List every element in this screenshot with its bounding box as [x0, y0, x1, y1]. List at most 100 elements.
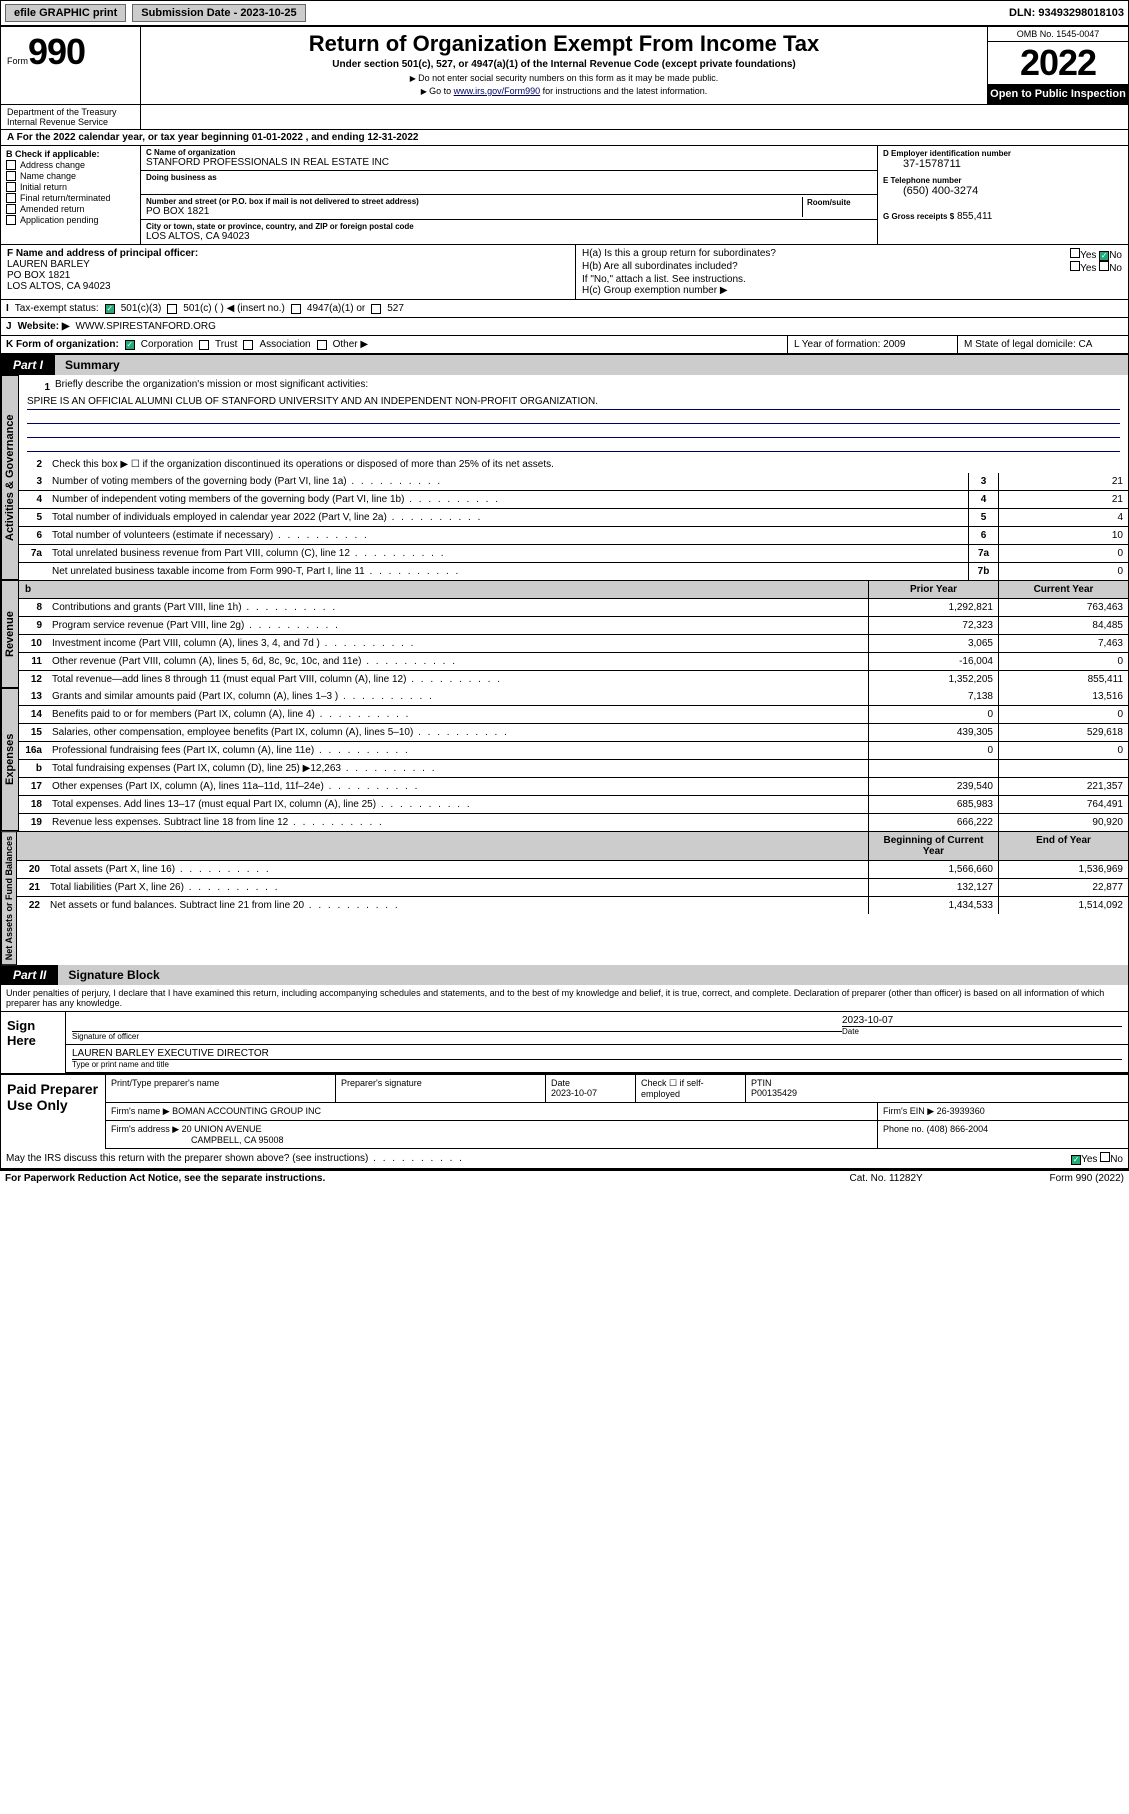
title-box: Return of Organization Exempt From Incom… [141, 27, 988, 104]
checkbox-checked[interactable]: ✓ [1071, 1155, 1081, 1165]
prior-val: 1,292,821 [868, 599, 998, 616]
q-text: Net unrelated business taxable income fr… [47, 563, 968, 580]
checkbox[interactable] [371, 304, 381, 314]
officer-addr2: LOS ALTOS, CA 94023 [7, 281, 569, 292]
checkbox[interactable] [1099, 261, 1109, 271]
checkbox[interactable] [6, 215, 16, 225]
checkbox[interactable] [1070, 261, 1080, 271]
checkbox[interactable] [167, 304, 177, 314]
opt-527: 527 [387, 303, 404, 314]
opt-assoc: Association [259, 339, 310, 350]
prior-year-header: Prior Year [868, 581, 998, 598]
checkbox[interactable] [1100, 1152, 1110, 1162]
q-text: Total unrelated business revenue from Pa… [47, 545, 968, 562]
checkbox[interactable] [6, 204, 16, 214]
form-prefix: Form [7, 56, 28, 66]
col-headers-net: Beginning of Current Year End of Year [17, 831, 1128, 861]
tax-year: 2022 [988, 42, 1128, 84]
q-text: Net assets or fund balances. Subtract li… [45, 897, 868, 914]
table-row: 5 Total number of individuals employed i… [19, 509, 1128, 527]
no-label: No [1109, 250, 1122, 261]
q-text: Professional fundraising fees (Part IX, … [47, 742, 868, 759]
q-text: Program service revenue (Part VIII, line… [47, 617, 868, 634]
street-label: Number and street (or P.O. box if mail i… [146, 197, 802, 206]
form-frame: Form990 Return of Organization Exempt Fr… [0, 26, 1129, 1169]
section-f: F Name and address of principal officer:… [1, 245, 576, 299]
opt-4947: 4947(a)(1) or [307, 303, 365, 314]
col-headers-rev: b Prior Year Current Year [19, 580, 1128, 599]
checkbox[interactable] [291, 304, 301, 314]
q-num: 13 [19, 688, 47, 705]
year-box: OMB No. 1545-0047 2022 Open to Public In… [988, 27, 1128, 104]
q-text: Total liabilities (Part X, line 26) [45, 879, 868, 896]
q-num: 17 [19, 778, 47, 795]
q-num: 7a [19, 545, 47, 562]
paid-preparer-block: Paid Preparer Use Only Print/Type prepar… [1, 1073, 1128, 1149]
q-val: 10 [998, 527, 1128, 544]
note2-post: for instructions and the latest informat… [540, 86, 707, 96]
form-note1: Do not enter social security numbers on … [149, 73, 979, 83]
prep-name-label: Print/Type preparer's name [106, 1075, 336, 1102]
section-c: C Name of organization STANFORD PROFESSI… [141, 146, 878, 244]
cur-val: 0 [998, 706, 1128, 723]
q-text: Total number of individuals employed in … [47, 509, 968, 526]
submission-date-button[interactable]: Submission Date - 2023-10-25 [132, 4, 305, 22]
section-i: I Tax-exempt status: ✓501(c)(3) 501(c) (… [1, 300, 1128, 318]
q-num: 10 [19, 635, 47, 652]
note2-pre: Go to [429, 86, 454, 96]
q-val: 0 [998, 545, 1128, 562]
q-text: Total revenue—add lines 8 through 11 (mu… [47, 671, 868, 688]
q-num [19, 563, 47, 580]
name-label: Type or print name and title [72, 1059, 1122, 1069]
q-text: Number of independent voting members of … [47, 491, 968, 508]
current-year-header: Current Year [998, 581, 1128, 598]
checkbox[interactable] [6, 160, 16, 170]
opt-final: Final return/terminated [20, 193, 111, 203]
opt-501c3: 501(c)(3) [121, 303, 162, 314]
q-num: 22 [17, 897, 45, 914]
checkbox-checked[interactable]: ✓ [105, 304, 115, 314]
checkbox[interactable] [317, 340, 327, 350]
checkbox[interactable] [1070, 248, 1080, 258]
table-row: 12 Total revenue—add lines 8 through 11 … [19, 671, 1128, 688]
prep-sig-label: Preparer's signature [336, 1075, 546, 1102]
cur-val: 529,618 [998, 724, 1128, 741]
efile-button[interactable]: efile GRAPHIC print [5, 4, 126, 22]
q2-text: Check this box ▶ ☐ if the organization d… [47, 456, 1128, 473]
checkbox-checked[interactable]: ✓ [125, 340, 135, 350]
part2-tab: Part II [1, 965, 58, 985]
vert-revenue: Revenue [1, 580, 19, 688]
city-label: City or town, state or province, country… [146, 222, 872, 231]
checkbox[interactable] [6, 182, 16, 192]
q-num: 2 [19, 456, 47, 473]
q-num: 9 [19, 617, 47, 634]
q-text: Total number of volunteers (estimate if … [47, 527, 968, 544]
ptin: PTINP00135429 [746, 1075, 1128, 1102]
prior-val: 3,065 [868, 635, 998, 652]
checkbox[interactable] [199, 340, 209, 350]
checkbox-checked[interactable]: ✓ [1099, 251, 1109, 261]
footer-mid: Cat. No. 11282Y [850, 1173, 1050, 1184]
cur-val: 855,411 [998, 671, 1128, 688]
q-val: 21 [998, 473, 1128, 490]
checkbox[interactable] [243, 340, 253, 350]
table-row: 9 Program service revenue (Part VIII, li… [19, 617, 1128, 635]
room-label: Room/suite [807, 198, 851, 207]
table-row: 13 Grants and similar amounts paid (Part… [19, 688, 1128, 706]
line-a: A For the 2022 calendar year, or tax yea… [1, 130, 1128, 146]
checkbox[interactable] [6, 171, 16, 181]
checkbox[interactable] [6, 193, 16, 203]
form-subtitle: Under section 501(c), 527, or 4947(a)(1)… [149, 59, 979, 70]
hb-label: H(b) Are all subordinates included? [582, 261, 738, 274]
q-num: 20 [17, 861, 45, 878]
table-row: 8 Contributions and grants (Part VIII, l… [19, 599, 1128, 617]
website: WWW.SPIRESTANFORD.ORG [76, 321, 216, 332]
q1: 1Briefly describe the organization's mis… [19, 375, 1128, 456]
q-text: Other expenses (Part IX, column (A), lin… [47, 778, 868, 795]
table-row: 17 Other expenses (Part IX, column (A), … [19, 778, 1128, 796]
omb-number: OMB No. 1545-0047 [988, 27, 1128, 42]
irs-link[interactable]: www.irs.gov/Form990 [454, 86, 541, 96]
prep-date: Date2023-10-07 [546, 1075, 636, 1102]
q-num: 11 [19, 653, 47, 670]
mission-text: SPIRE IS AN OFFICIAL ALUMNI CLUB OF STAN… [27, 396, 1120, 410]
